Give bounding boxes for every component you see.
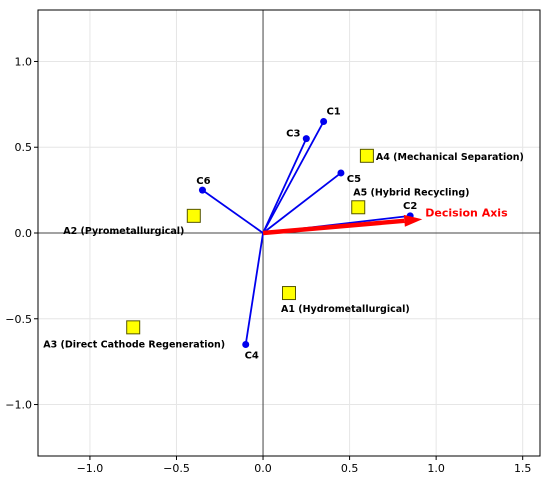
criterion-vector xyxy=(201,189,264,234)
x-tick-label: 1.5 xyxy=(514,462,532,475)
decision-axis-layer: Decision Axis xyxy=(262,206,508,236)
alternatives-layer: A1 (Hydrometallurgical) A2 (Pyrometallurg… xyxy=(43,148,524,350)
criterion-label: C4 xyxy=(245,351,259,362)
criterion-point xyxy=(320,118,328,125)
x-tick-label: −0.5 xyxy=(163,462,190,475)
ticks-layer: −1.0 −0.5 0.0 0.5 1.0 1.5 −1.0 −0.5 0.0 0.5 1.0 xyxy=(5,55,531,475)
criterion-point xyxy=(198,186,206,194)
alternative-label: A2 (Pyrometallurgical) xyxy=(63,226,184,237)
alternative-label: A4 (Mechanical Separation) xyxy=(376,152,524,163)
alternative-marker xyxy=(351,200,366,215)
criterion-label: C3 xyxy=(286,129,300,140)
y-tick-label: 1.0 xyxy=(15,55,33,68)
criterion-label: C2 xyxy=(403,201,417,212)
criterion-point xyxy=(242,341,250,348)
x-tick-label: −1.0 xyxy=(77,462,104,475)
criterion-vector xyxy=(262,172,342,234)
criterion-label: C5 xyxy=(347,174,361,185)
alternative-marker xyxy=(359,148,374,163)
criterion-point xyxy=(302,135,310,143)
criterion-vector xyxy=(262,121,325,234)
plot-frame xyxy=(37,9,541,457)
decision-axis-arrowhead xyxy=(403,214,423,227)
criteria-vectors: C1 C2 C3 C4 C5 C6 xyxy=(196,107,417,362)
alternative-marker xyxy=(282,286,296,301)
y-tick-label: 0.0 xyxy=(15,227,33,240)
decision-axis-label: Decision Axis xyxy=(425,206,508,219)
decision-axis-shaft xyxy=(262,218,405,236)
x-tick-label: 1.0 xyxy=(427,462,445,475)
criterion-point xyxy=(337,169,345,177)
y-tick-label: 0.5 xyxy=(15,141,33,154)
alternative-marker xyxy=(126,320,141,335)
x-tick-label: 0.0 xyxy=(254,462,272,475)
alternative-label: A5 (Hybrid Recycling) xyxy=(353,187,469,198)
criterion-label: C6 xyxy=(196,176,210,187)
y-tick-label: −1.0 xyxy=(5,399,32,412)
criterion-vector xyxy=(244,232,264,345)
alternative-marker xyxy=(186,208,201,223)
alternative-label: A1 (Hydrometallurgical) xyxy=(281,304,410,315)
y-tick-label: −0.5 xyxy=(5,313,32,326)
x-tick-label: 0.5 xyxy=(341,462,359,475)
criterion-label: C1 xyxy=(326,107,340,118)
alternative-label: A3 (Direct Cathode Regeneration) xyxy=(43,339,225,350)
criterion-vector xyxy=(262,138,308,234)
